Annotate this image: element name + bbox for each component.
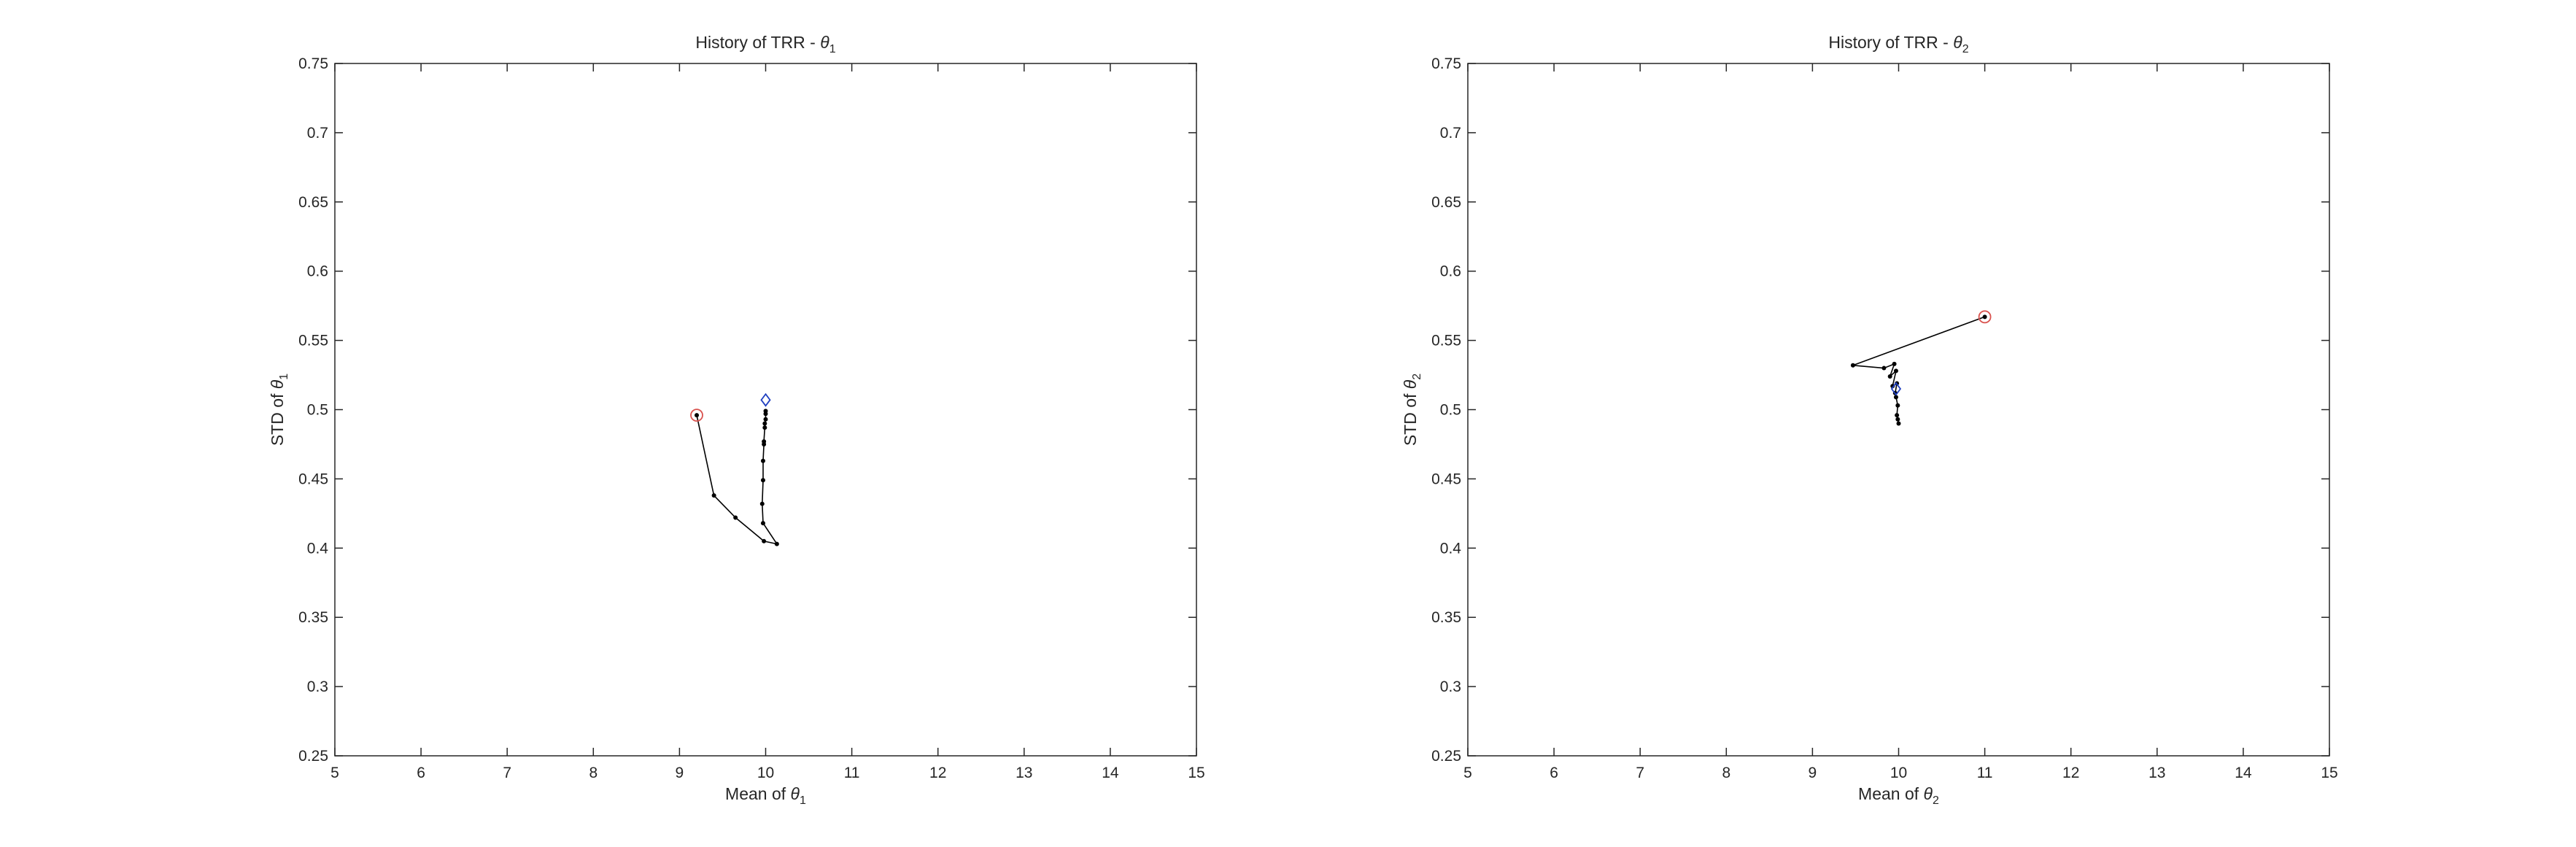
y-tick-label: 0.25: [298, 748, 328, 765]
end-marker: [760, 392, 771, 407]
x-tick-label: 11: [844, 765, 860, 781]
data-point: [762, 421, 767, 426]
x-tick-label: 11: [1977, 765, 1993, 781]
data-point: [760, 458, 765, 463]
data-point: [760, 478, 765, 483]
y-tick-label: 0.55: [1431, 333, 1461, 349]
y-tick-label: 0.5: [307, 402, 328, 419]
y-tick-label: 0.75: [1431, 55, 1461, 72]
y-tick-label: 0.7: [307, 125, 328, 142]
y-tick-label: 0.65: [298, 194, 328, 211]
x-tick-label: 13: [2148, 765, 2165, 781]
x-tick-label: 14: [1102, 765, 1119, 781]
data-point: [1893, 368, 1898, 374]
data-point: [762, 425, 767, 430]
x-tick-label: 14: [2235, 765, 2252, 781]
y-tick-label: 0.45: [298, 471, 328, 487]
data-point: [762, 439, 767, 444]
series: [1850, 310, 1992, 426]
y-tick-label: 0.65: [1431, 194, 1461, 211]
data-point: [1895, 413, 1900, 418]
y-tick-label: 0.4: [307, 540, 329, 557]
y-tick-label: 0.45: [1431, 471, 1461, 487]
x-tick-label: 5: [330, 765, 339, 781]
y-tick-label: 0.6: [307, 263, 328, 280]
y-axis-label: STD of θ1: [268, 374, 290, 446]
x-tick-label: 7: [503, 765, 511, 781]
data-point: [1896, 421, 1901, 426]
data-point: [762, 538, 767, 544]
data-point: [760, 521, 765, 526]
x-tick-label: 8: [589, 765, 597, 781]
data-point: [1892, 361, 1897, 366]
data-point: [711, 493, 716, 498]
data-point: [733, 515, 738, 520]
data-point: [1887, 374, 1892, 379]
ticks: 5 6 7 8 9 10 11 12 13 14 15 0.25 0.3 0.35 0.4 0.45 0.5 0.…: [298, 55, 1205, 781]
data-point: [1881, 366, 1887, 371]
x-tick-label: 12: [929, 765, 946, 781]
x-tick-label: 10: [1890, 765, 1907, 781]
ticks: 5 6 7 8 9 10 11 12 13 14 15 0.25 0.3 0.35 0.4 0.45 0.5 0.…: [1431, 55, 2338, 781]
x-tick-label: 6: [417, 765, 425, 781]
start-point: [695, 413, 699, 417]
y-tick-label: 0.3: [307, 678, 328, 695]
chart-title: History of TRR - θ1: [695, 33, 835, 55]
data-point: [1895, 403, 1900, 408]
x-axis-label: Mean of θ2: [1858, 784, 1939, 807]
x-tick-label: 7: [1636, 765, 1644, 781]
data-point: [763, 409, 768, 414]
x-tick-label: 8: [1722, 765, 1730, 781]
y-tick-label: 0.4: [1440, 540, 1462, 557]
x-tick-label: 12: [2062, 765, 2079, 781]
chart-theta2: 5 6 7 8 9 10 11 12 13 14 15 0.25 0.3 0.35 0.4 0.45 0.5 0.…: [1401, 33, 2338, 807]
y-tick-label: 0.5: [1440, 402, 1461, 419]
series: [690, 392, 779, 546]
chart-title: History of TRR - θ2: [1828, 33, 1968, 55]
data-point: [774, 541, 779, 546]
y-tick-label: 0.3: [1440, 678, 1461, 695]
data-point: [763, 417, 768, 422]
axes-box: [1467, 63, 2330, 757]
y-tick-label: 0.35: [298, 609, 328, 626]
x-tick-label: 9: [1809, 765, 1817, 781]
x-axis-label: Mean of θ1: [725, 784, 806, 807]
start-marker: [690, 409, 703, 422]
y-tick-label: 0.35: [1431, 609, 1461, 626]
y-tick-label: 0.6: [1440, 263, 1461, 280]
y-tick-label: 0.25: [1431, 748, 1461, 765]
y-tick-label: 0.75: [298, 55, 328, 72]
start-point: [1983, 314, 1987, 319]
y-axis-label: STD of θ2: [1401, 374, 1423, 446]
data-point: [1850, 363, 1855, 368]
chart-theta1: 5 6 7 8 9 10 11 12 13 14 15 0.25 0.3 0.35 0.4 0.45 0.5 0.…: [268, 33, 1205, 807]
x-tick-label: 5: [1463, 765, 1472, 781]
data-point: [1893, 395, 1898, 400]
x-tick-label: 15: [2321, 765, 2337, 781]
x-tick-label: 10: [757, 765, 774, 781]
x-tick-label: 9: [676, 765, 684, 781]
data-point: [759, 501, 765, 506]
x-tick-label: 15: [1188, 765, 1204, 781]
x-tick-label: 13: [1016, 765, 1032, 781]
y-tick-label: 0.7: [1440, 125, 1461, 142]
start-marker: [1978, 310, 1992, 324]
x-tick-label: 6: [1550, 765, 1558, 781]
y-tick-label: 0.55: [298, 333, 328, 349]
data-point: [1895, 417, 1900, 422]
end-marker: [1890, 382, 1902, 396]
